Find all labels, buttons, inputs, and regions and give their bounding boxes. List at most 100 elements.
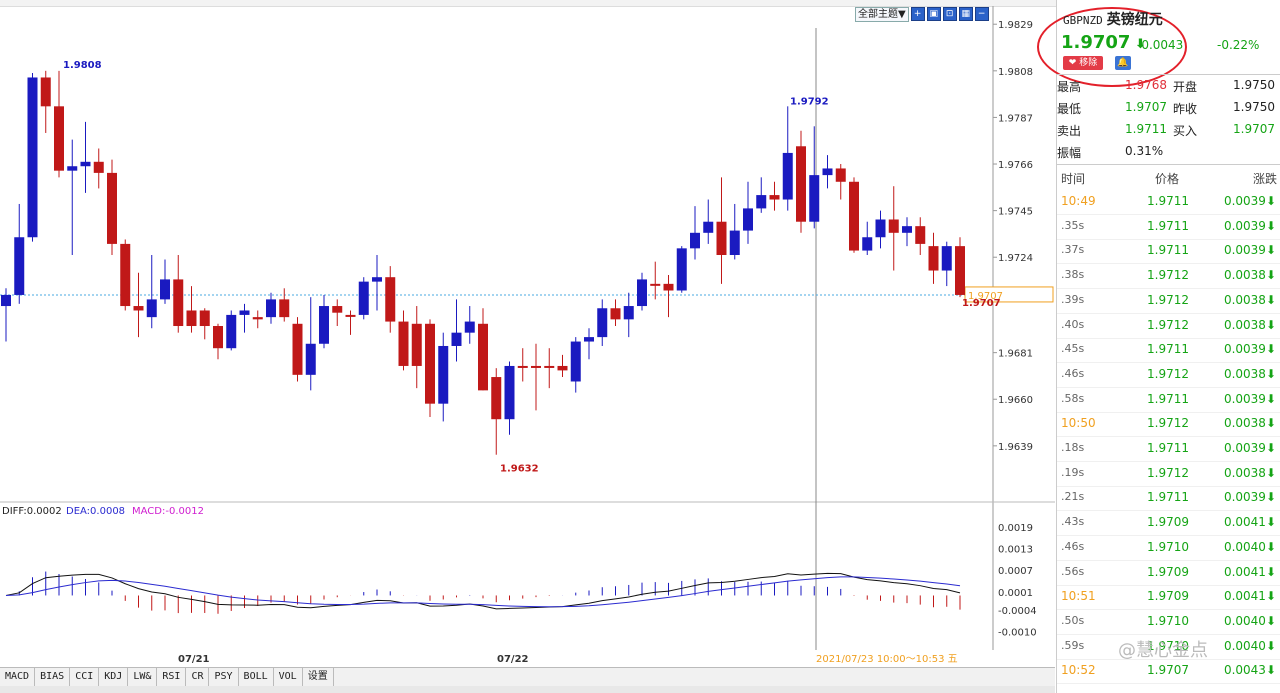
tick-change: 0.0039⬇ [1223, 342, 1276, 357]
tab-0[interactable]: MACD [0, 668, 36, 686]
tab-1[interactable]: BIAS [35, 668, 71, 686]
tick-row: .18s 1.9711 0.0039⬇ [1057, 437, 1280, 462]
tick-time: .19s [1061, 465, 1085, 479]
tick-time: 10:49 [1061, 194, 1096, 208]
y-tick-label: 1.9829 [998, 20, 1033, 31]
tick-price: 1.9709 [1147, 515, 1189, 530]
candle-body [597, 308, 608, 338]
candle-body [491, 377, 502, 420]
candle-body [809, 175, 820, 222]
divider [1057, 164, 1280, 165]
zoom-icon[interactable]: ▣ [926, 7, 941, 21]
indicator-tabs: MACD BIAS CCI KDJ LW& RSI CR PSY BOLL VOL 设置 [0, 667, 1055, 686]
collapse-icon[interactable]: − [974, 7, 989, 21]
candle-body [690, 232, 700, 249]
tick-change: 0.0039⬇ [1223, 194, 1276, 208]
tick-row: .56s 1.9709 0.0041⬇ [1057, 561, 1280, 586]
candlestick-chart[interactable]: 1.9829 1.9808 1.9787 1.9766 1.9745 1.9724 1.96… [0, 6, 1055, 666]
highlight-circle [1037, 7, 1187, 87]
candle-body [796, 146, 806, 222]
watermark: @慧心金点 [1118, 640, 1208, 661]
top-strip [0, 0, 1280, 7]
tab-8[interactable]: BOLL [239, 668, 274, 686]
candle-body [425, 323, 435, 404]
alert-icon[interactable]: 🔔 [1115, 56, 1131, 70]
tab-5[interactable]: RSI [157, 668, 187, 686]
candle-body [782, 152, 793, 200]
remove-watchlist-button[interactable]: ❤ 移除 [1063, 56, 1103, 70]
candle-body [650, 283, 661, 286]
candle-body [213, 326, 223, 349]
tab-7[interactable]: PSY [209, 668, 239, 686]
candle-body [888, 219, 899, 233]
candle-body [398, 321, 409, 366]
tick-time: .37s [1061, 243, 1085, 257]
candle-body [729, 230, 740, 255]
tab-9[interactable]: VOL [274, 668, 303, 686]
candle-body [279, 299, 290, 318]
tab-4[interactable]: LW& [128, 668, 158, 686]
candle-body [40, 77, 51, 107]
last-price-box-label: 1.9707 [968, 291, 1003, 302]
candle-body [610, 308, 621, 320]
candle-body [438, 345, 449, 404]
theme-dropdown[interactable]: 全部主题▼ [855, 6, 909, 22]
stat-value: 1.9750 [1233, 100, 1275, 114]
candle-body [173, 279, 184, 327]
macd-y-tick: 0.0001 [998, 588, 1033, 599]
chart-toolbar: 全部主题▼ + ▣ ⊡ ▦ − [855, 6, 989, 22]
tick-change: 0.0039⬇ [1223, 218, 1276, 233]
tick-change: 0.0038⬇ [1223, 416, 1276, 431]
tick-time: .43s [1061, 515, 1085, 529]
tab-6[interactable]: CR [186, 668, 210, 686]
stat-label: 卖出 [1057, 124, 1082, 138]
tick-time: .35s [1061, 218, 1085, 232]
candle-body [849, 181, 859, 251]
tick-row: 10:50 1.9712 0.0038⬇ [1057, 412, 1280, 438]
candle-body [835, 168, 846, 182]
tick-price: 1.9711 [1147, 243, 1189, 258]
tick-header-price: 价格 [1155, 172, 1180, 186]
candle-body [27, 77, 38, 238]
candle-body [186, 310, 197, 327]
tab-2[interactable]: CCI [70, 668, 100, 686]
candle-body [941, 246, 952, 271]
tick-time: .46s [1061, 539, 1085, 553]
tick-price: 1.9712 [1147, 268, 1189, 283]
bottom-scrollbar[interactable] [0, 686, 1055, 693]
candle-body [305, 343, 316, 375]
grid-icon[interactable]: ▦ [958, 7, 973, 21]
stat-label: 振幅 [1057, 146, 1082, 160]
candle-body [107, 172, 117, 244]
tab-10[interactable]: 设置 [303, 668, 334, 686]
candle-body [464, 321, 475, 333]
price-change-pct: -0.22% [1217, 38, 1260, 52]
candle-body [623, 306, 634, 320]
candle-body [769, 195, 780, 200]
tab-3[interactable]: KDJ [99, 668, 129, 686]
y-tick-label: 1.9808 [998, 67, 1033, 78]
layout-icon[interactable]: ⊡ [942, 7, 957, 21]
high-label: 1.9808 [63, 60, 102, 71]
tick-change: 0.0041⬇ [1223, 515, 1276, 530]
candle-body [478, 323, 488, 391]
tick-row: .40s 1.9712 0.0038⬇ [1057, 314, 1280, 339]
candle-body [531, 365, 541, 368]
tick-row: .46s 1.9712 0.0038⬇ [1057, 363, 1280, 388]
symbol-code: GBPNZD [1063, 14, 1103, 27]
candle-body [862, 237, 873, 251]
tick-change: 0.0038⬇ [1223, 292, 1276, 307]
tick-time: .40s [1061, 317, 1085, 331]
tick-time: .56s [1061, 564, 1085, 578]
macd-value-label: MACD:-0.0012 [132, 506, 204, 517]
candle-body [14, 237, 25, 295]
expand-icon[interactable]: + [910, 7, 925, 21]
candle-body [915, 226, 926, 244]
stat-value: 1.9768 [1125, 78, 1167, 92]
tick-row: 10:51 1.9709 0.0041⬇ [1057, 585, 1280, 611]
tick-change: 0.0039⬇ [1223, 243, 1276, 258]
tick-price: 1.9711 [1147, 342, 1189, 357]
candle-body [584, 337, 594, 342]
tick-time: .18s [1061, 441, 1085, 454]
tick-time: .38s [1061, 268, 1085, 282]
